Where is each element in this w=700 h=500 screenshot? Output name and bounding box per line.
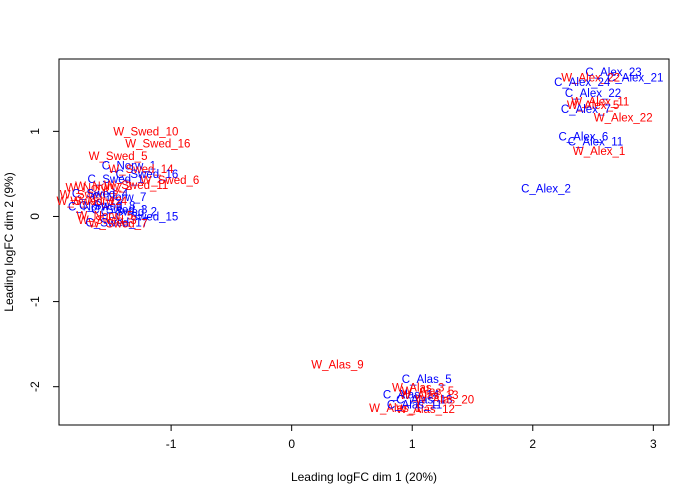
x-tick-label: 1 bbox=[409, 437, 416, 451]
point-label: W_Alas_9 bbox=[311, 360, 363, 372]
x-axis-title: Leading logFC dim 1 (20%) bbox=[291, 470, 437, 484]
point-label: C_Swed_16 bbox=[116, 169, 179, 181]
point-label: W_Swed_12 bbox=[57, 196, 122, 208]
x-axis: -1 0 1 2 3 bbox=[166, 425, 657, 451]
x-tick-label: 2 bbox=[529, 437, 536, 451]
point-label: W_Swed_10 bbox=[113, 126, 178, 138]
y-tick-label: 0 bbox=[28, 213, 42, 220]
point-label: W_Swed_2 bbox=[60, 189, 119, 201]
point-label: C_Alex_6 bbox=[558, 131, 608, 143]
point-label: W_Alas_5 bbox=[402, 386, 454, 398]
point-label: C_Swed_15 bbox=[116, 211, 179, 223]
point-label: W_Alas_1 bbox=[369, 403, 421, 415]
point-label: W_Alex_22 bbox=[561, 73, 620, 85]
point-label: W_Alex_11 bbox=[571, 97, 629, 109]
point-label: C_Alex_11 bbox=[568, 137, 623, 149]
point-label: W_Alex_1 bbox=[573, 146, 625, 158]
point-label: C_Norw_7 bbox=[92, 192, 146, 204]
point-label: C_Alas_11 bbox=[387, 400, 442, 412]
y-tick-label: 1 bbox=[28, 128, 42, 135]
point-label: C_Alas_13 bbox=[396, 394, 452, 406]
point-label: C_Alas_5 bbox=[402, 374, 452, 386]
point-label: C_Alex_2 bbox=[521, 183, 571, 195]
point-label: C_Norw_3 bbox=[68, 201, 122, 213]
point-label: C_Alex_23 bbox=[585, 67, 641, 79]
y-axis: -2 -1 0 1 bbox=[28, 128, 59, 392]
point-label: C_Swed_4 bbox=[72, 188, 129, 200]
point-label: W_Alex_5 bbox=[567, 100, 619, 112]
point-label: W_Alas_12 bbox=[396, 404, 455, 416]
point-label: W_Swed_14 bbox=[108, 164, 174, 176]
point-label: W_Swed_16 bbox=[125, 138, 190, 150]
point-label: W_Swed_5 bbox=[89, 151, 148, 163]
point-labels: C_Alex_23C_Alex_21W_Alex_22C_Alex_24C_Al… bbox=[57, 67, 664, 416]
point-label: W_Norw_2 bbox=[75, 181, 132, 193]
point-label: W_Alex_22 bbox=[594, 113, 653, 125]
point-label: C_Swed_8 bbox=[79, 200, 135, 212]
point-label: C_Swed_2 bbox=[101, 206, 157, 218]
point-label: C_Swed_17 bbox=[86, 217, 149, 229]
y-axis-title: Leading logFC dim 2 (9%) bbox=[2, 172, 16, 311]
point-label: C_Swed_1 bbox=[88, 174, 144, 186]
x-tick-label: 3 bbox=[650, 437, 657, 451]
point-label: C_Alex_24 bbox=[554, 77, 611, 89]
point-label: W_Norw_7 bbox=[66, 183, 123, 195]
x-tick-label: 0 bbox=[288, 437, 295, 451]
y-tick-label: -1 bbox=[28, 296, 42, 307]
point-label: W_Alas_13 bbox=[400, 390, 459, 402]
y-tick-label: -2 bbox=[28, 381, 42, 392]
point-label: C_Norw_1 bbox=[102, 160, 156, 172]
point-label: C_Swed_3 bbox=[91, 205, 147, 217]
point-label: W_Swed_7 bbox=[89, 218, 148, 230]
point-label: W_Swed_6 bbox=[141, 175, 200, 187]
point-label: C_Alex_22 bbox=[565, 88, 621, 100]
point-label: W_Swed_3 bbox=[78, 215, 137, 227]
plot-frame bbox=[58, 58, 670, 426]
x-tick-label: -1 bbox=[166, 437, 177, 451]
point-label: W_Norw_5 bbox=[76, 211, 133, 223]
point-label: C_Alex_21 bbox=[607, 73, 663, 85]
point-label: W_Alas_3 bbox=[392, 383, 444, 395]
point-label: W_Swed_11 bbox=[104, 180, 168, 192]
point-label: C_Alas_14 bbox=[383, 389, 440, 401]
point-label: C_Alex_7 bbox=[561, 104, 611, 116]
point-label: W_Norw_4 bbox=[70, 196, 127, 208]
point-label: W_Alas_20 bbox=[415, 394, 474, 406]
